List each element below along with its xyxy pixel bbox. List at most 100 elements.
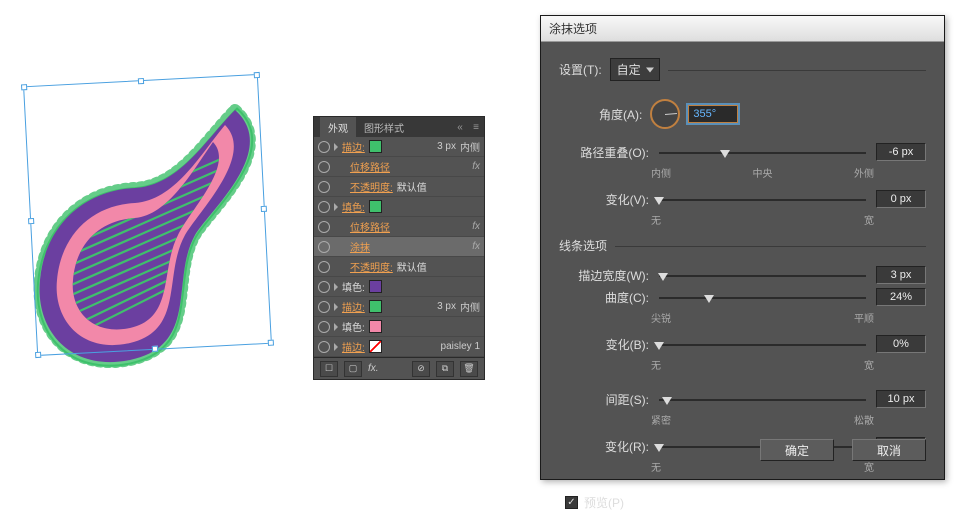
canvas-artwork [30,80,290,360]
fx-menu-button[interactable]: fx. [368,363,379,374]
visibility-toggle-icon[interactable] [318,321,330,333]
visibility-toggle-icon[interactable] [318,221,330,233]
visibility-toggle-icon[interactable] [318,161,330,173]
color-swatch[interactable] [369,340,382,353]
slider-thumb[interactable] [654,197,664,205]
slider-thumb[interactable] [658,273,668,281]
color-swatch[interactable] [369,300,382,313]
disclosure-triangle-icon[interactable] [334,283,338,291]
slider-track[interactable] [659,288,866,306]
row-label[interactable]: 描边: [342,139,365,154]
appearance-row[interactable]: 描边: paisley 1 [314,337,484,357]
slider-value[interactable]: 0 px [876,190,926,208]
appearance-row[interactable]: 描边:3 px内侧 [314,137,484,157]
fx-icon[interactable]: fx [472,221,480,232]
visibility-toggle-icon[interactable] [318,281,330,293]
slider-track[interactable] [659,390,866,408]
slider-label: 路径重叠(O): [559,144,649,161]
slider-thumb[interactable] [704,295,714,303]
slider-thumb[interactable] [654,444,664,452]
slider-track[interactable] [659,143,866,161]
appearance-panel: 外观 图形样式 « ≡ 描边:3 px内侧位移路径fx不透明度: 默认值填色:位… [313,116,485,380]
clear-button[interactable]: ⊘ [412,361,430,377]
row-label[interactable]: 涂抹 [350,239,370,254]
tab-graphic-styles[interactable]: 图形样式 [356,117,412,138]
row-label[interactable]: 不透明度: [350,179,393,194]
appearance-row[interactable]: 填色: [314,277,484,297]
visibility-toggle-icon[interactable] [318,301,330,313]
disclosure-triangle-icon[interactable] [334,203,338,211]
appearance-row[interactable]: 不透明度: 默认值 [314,177,484,197]
color-swatch[interactable] [369,280,382,293]
preview-checkbox-row[interactable]: ✓ 预览(P) [559,494,926,511]
disclosure-triangle-icon[interactable] [334,303,338,311]
visibility-toggle-icon[interactable] [318,141,330,153]
appearance-row[interactable]: 涂抹 fx [314,237,484,257]
disclosure-triangle-icon[interactable] [334,343,338,351]
new-fill-button[interactable]: ▢ [344,361,362,377]
panel-tabbar: 外观 图形样式 « ≡ [314,117,484,137]
slider-value[interactable]: 3 px [876,266,926,284]
visibility-toggle-icon[interactable] [318,341,330,353]
stroke-align: 内侧 [460,299,480,314]
row-label[interactable]: 描边: [342,299,365,314]
selection-bounds [23,74,272,356]
slider-value[interactable]: 0% [876,335,926,353]
slider-thumb[interactable] [662,397,672,405]
slider-label: 描边宽度(W): [559,267,649,284]
scribble-options-dialog: 涂抹选项 设置(T): 自定 角度(A): 路径重叠(O):-6 px内侧中央外… [540,15,945,480]
style-name: paisley 1 [441,341,480,352]
cancel-button[interactable]: 取消 [852,439,926,461]
disclosure-triangle-icon[interactable] [334,323,338,331]
appearance-row[interactable]: 填色: [314,317,484,337]
stroke-weight[interactable]: 3 px [437,141,456,152]
settings-dropdown[interactable]: 自定 [610,58,660,81]
angle-dial[interactable] [650,99,680,129]
preview-checkbox[interactable]: ✓ [565,496,578,509]
row-label[interactable]: 位移路径 [350,159,390,174]
angle-input[interactable] [688,105,738,123]
panel-menu-icon[interactable]: ≡ [468,122,484,133]
slider-track[interactable] [659,335,866,353]
dialog-title: 涂抹选项 [549,20,597,37]
slider-value[interactable]: 24% [876,288,926,306]
row-label[interactable]: 填色: [342,199,365,214]
visibility-toggle-icon[interactable] [318,181,330,193]
slider-thumb[interactable] [654,342,664,350]
fx-icon[interactable]: fx [472,161,480,172]
appearance-row[interactable]: 不透明度: 默认值 [314,257,484,277]
panel-collapse-icon[interactable]: « [452,122,468,133]
appearance-row[interactable]: 位移路径 fx [314,217,484,237]
slider-label: 曲度(C): [559,289,649,306]
slider-thumb[interactable] [720,150,730,158]
stroke-weight[interactable]: 3 px [437,301,456,312]
tab-appearance[interactable]: 外观 [320,117,356,138]
color-swatch[interactable] [369,140,382,153]
color-swatch[interactable] [369,200,382,213]
color-swatch[interactable] [369,320,382,333]
row-label[interactable]: 位移路径 [350,219,390,234]
delete-button[interactable]: 🗑 [460,361,478,377]
visibility-toggle-icon[interactable] [318,201,330,213]
appearance-row[interactable]: 位移路径 fx [314,157,484,177]
ok-button[interactable]: 确定 [760,439,834,461]
slider-overlap_var: 变化(V):0 px [559,190,926,208]
angle-label: 角度(A): [599,106,642,123]
visibility-toggle-icon[interactable] [318,261,330,273]
visibility-toggle-icon[interactable] [318,241,330,253]
fx-icon[interactable]: fx [472,241,480,252]
appearance-row[interactable]: 描边: 3 px 内侧 [314,297,484,317]
slider-value[interactable]: 10 px [876,390,926,408]
slider-track[interactable] [659,266,866,284]
new-stroke-button[interactable]: ☐ [320,361,338,377]
appearance-rows: 描边:3 px内侧位移路径fx不透明度: 默认值填色:位移路径fx涂抹fx不透明… [314,137,484,357]
slider-value[interactable]: -6 px [876,143,926,161]
appearance-row[interactable]: 填色: [314,197,484,217]
preview-label: 预览(P) [584,494,624,511]
row-label[interactable]: 不透明度: [350,259,393,274]
slider-track[interactable] [659,190,866,208]
row-label[interactable]: 描边: [342,339,365,354]
disclosure-triangle-icon[interactable] [334,143,338,151]
duplicate-button[interactable]: ⧉ [436,361,454,377]
dialog-titlebar[interactable]: 涂抹选项 [541,16,944,42]
